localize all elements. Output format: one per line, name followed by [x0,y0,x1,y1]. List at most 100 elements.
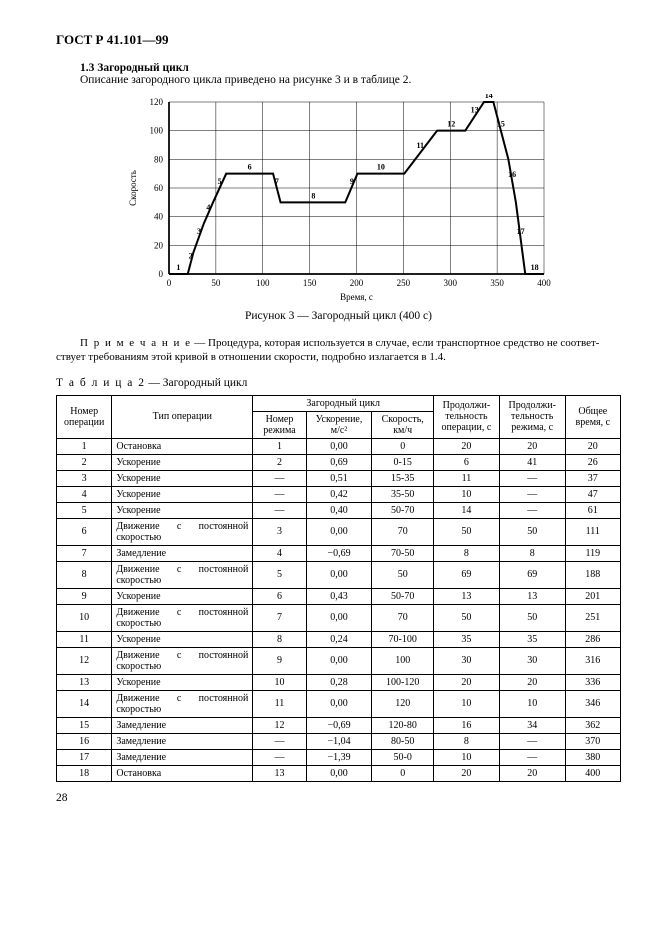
table-cell: 10 [434,749,500,765]
svg-text:11: 11 [416,141,424,150]
section-heading: 1.3 Загородный цикл [56,62,621,74]
table-row: 13Ускорение100,28100-1202020336 [57,674,621,690]
table-cell: 11 [57,631,112,647]
svg-text:17: 17 [516,227,524,236]
table-cell: 20 [499,765,565,781]
table-cell: 37 [565,470,620,486]
table-cell: 0,24 [306,631,372,647]
table-caption-body: — Загородный цикл [146,377,248,389]
table-cell: 9 [253,647,306,674]
th-duration: Продолжи­тельность операции, с [434,395,500,438]
table-cell: — [253,470,306,486]
table-cell: 201 [565,588,620,604]
th-mode: Номер режима [253,411,306,438]
chart-caption: Рисунок 3 — Загородный цикл (400 с) [56,310,621,322]
table-cell: 7 [253,604,306,631]
svg-text:15: 15 [496,120,504,129]
table-cell: 6 [434,454,500,470]
svg-text:20: 20 [154,240,164,250]
operations-table: Номер операции Тип операции Загородный ц… [56,395,621,782]
table-cell: 400 [565,765,620,781]
table-cell: 9 [57,588,112,604]
table-cell: 8 [253,631,306,647]
table-cell: — [253,486,306,502]
note-paragraph: П р и м е ч а н и е — Процедура, которая… [56,336,621,365]
table-cell: 50-0 [372,749,434,765]
svg-text:13: 13 [470,105,478,114]
svg-text:100: 100 [149,126,163,136]
table-cell: 20 [499,674,565,690]
table-cell: 0,42 [306,486,372,502]
th-acc: Ускорение, м/с² [306,411,372,438]
table-cell: 119 [565,545,620,561]
table-row: 16Замедление—−1,0480-508—370 [57,733,621,749]
svg-text:250: 250 [396,278,410,288]
table-cell: 13 [57,674,112,690]
svg-text:200: 200 [349,278,363,288]
svg-text:0: 0 [166,278,171,288]
table-cell: 370 [565,733,620,749]
table-cell: 11 [253,690,306,717]
table-caption: Т а б л и ц а 2 — Загородный цикл [56,377,621,389]
table-cell: 8 [57,561,112,588]
svg-text:400: 400 [537,278,551,288]
svg-text:14: 14 [484,94,492,100]
th-mode-duration: Продолжи­тельность режима, с [499,395,565,438]
svg-text:60: 60 [154,183,164,193]
table-cell: Ускорение [112,486,253,502]
table-cell: 0,43 [306,588,372,604]
th-speed: Скорость, км/ч [372,411,434,438]
table-cell: 5 [57,502,112,518]
table-cell: 8 [434,733,500,749]
table-row: 7Замедление4−0,6970-5088119 [57,545,621,561]
table-cell: 70-100 [372,631,434,647]
table-cell: 0,40 [306,502,372,518]
table-cell: 13 [434,588,500,604]
svg-text:16: 16 [508,170,516,179]
svg-text:8: 8 [311,191,315,200]
table-cell: — [499,733,565,749]
table-cell: 8 [434,545,500,561]
section-number: 1.3 [80,62,94,74]
svg-text:150: 150 [302,278,316,288]
table-cell: 10 [434,486,500,502]
table-cell: 20 [434,765,500,781]
table-cell: 70-50 [372,545,434,561]
svg-text:50: 50 [211,278,221,288]
table-cell: 10 [499,690,565,717]
svg-text:Скорость: Скорость [128,170,138,206]
table-cell: −1,39 [306,749,372,765]
table-row: 4Ускорение—0,4235-5010—47 [57,486,621,502]
table-cell: 5 [253,561,306,588]
table-cell: 336 [565,674,620,690]
table-cell: 1 [57,438,112,454]
table-cell: Замедление [112,733,253,749]
table-cell: Движение с постояннойскоростью [112,518,253,545]
table-cell: 18 [57,765,112,781]
table-cell: −0,69 [306,717,372,733]
th-total: Общее время, с [565,395,620,438]
table-cell: 14 [434,502,500,518]
table-cell: 111 [565,518,620,545]
table-cell: 50 [434,604,500,631]
table-cell: 34 [499,717,565,733]
page-number: 28 [56,792,621,804]
table-cell: — [499,502,565,518]
table-cell: 20 [434,674,500,690]
table-cell: 251 [565,604,620,631]
table-cell: Ускорение [112,631,253,647]
table-row: 12Движение с постояннойскоростью90,00100… [57,647,621,674]
table-cell: 188 [565,561,620,588]
svg-text:1: 1 [176,263,180,272]
table-cell: −0,69 [306,545,372,561]
table-cell: — [499,486,565,502]
table-row: 17Замедление—−1,3950-010—380 [57,749,621,765]
svg-text:0: 0 [158,269,163,279]
table-cell: Ускорение [112,674,253,690]
th-op-num: Номер операции [57,395,112,438]
table-cell: 0,00 [306,518,372,545]
table-cell: 30 [434,647,500,674]
table-cell: 35-50 [372,486,434,502]
table-cell: 0,00 [306,604,372,631]
table-cell: 0,28 [306,674,372,690]
